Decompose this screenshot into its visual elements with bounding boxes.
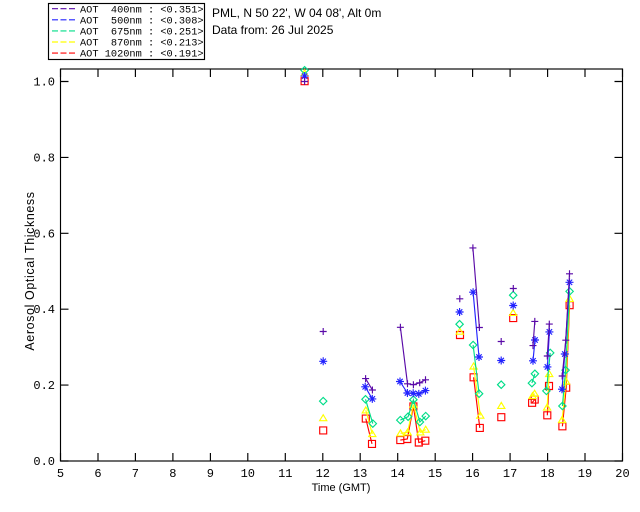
- svg-text:Data from: 26 Jul 2025: Data from: 26 Jul 2025: [212, 23, 334, 37]
- svg-text:1.0: 1.0: [33, 76, 55, 90]
- svg-text:0.0: 0.0: [33, 455, 55, 469]
- svg-text:11: 11: [278, 467, 292, 481]
- svg-text:7: 7: [132, 467, 139, 481]
- svg-text:PML, N 50 22', W 04 08', Alt 0: PML, N 50 22', W 04 08', Alt 0m: [212, 6, 381, 20]
- svg-text:0.2: 0.2: [33, 379, 55, 393]
- svg-text:Aerosol Optical Thickness: Aerosol Optical Thickness: [23, 191, 37, 350]
- svg-text:10: 10: [241, 467, 255, 481]
- svg-text:9: 9: [207, 467, 214, 481]
- svg-text:0.4: 0.4: [33, 303, 55, 317]
- svg-text:8: 8: [169, 467, 176, 481]
- svg-text:0.8: 0.8: [33, 151, 55, 165]
- svg-text:20: 20: [615, 467, 629, 481]
- svg-text:AOT 870nm : <0.213>: AOT 870nm : <0.213>: [80, 38, 204, 50]
- svg-text:AOT 1020nm : <0.191>: AOT 1020nm : <0.191>: [80, 49, 204, 61]
- svg-text:14: 14: [390, 467, 404, 481]
- svg-text:18: 18: [540, 467, 554, 481]
- svg-text:13: 13: [353, 467, 367, 481]
- svg-text:6: 6: [94, 467, 101, 481]
- svg-text:Time (GMT): Time (GMT): [312, 482, 371, 494]
- svg-text:17: 17: [503, 467, 517, 481]
- svg-text:5: 5: [57, 467, 64, 481]
- svg-text:AOT 400nm : <0.351>: AOT 400nm : <0.351>: [80, 4, 204, 16]
- svg-text:16: 16: [465, 467, 479, 481]
- svg-text:15: 15: [428, 467, 442, 481]
- svg-text:12: 12: [316, 467, 330, 481]
- svg-text:19: 19: [578, 467, 592, 481]
- svg-text:AOT 500nm : <0.308>: AOT 500nm : <0.308>: [80, 15, 204, 27]
- svg-text:0.6: 0.6: [33, 227, 55, 241]
- svg-text:AOT 675nm : <0.251>: AOT 675nm : <0.251>: [80, 27, 204, 39]
